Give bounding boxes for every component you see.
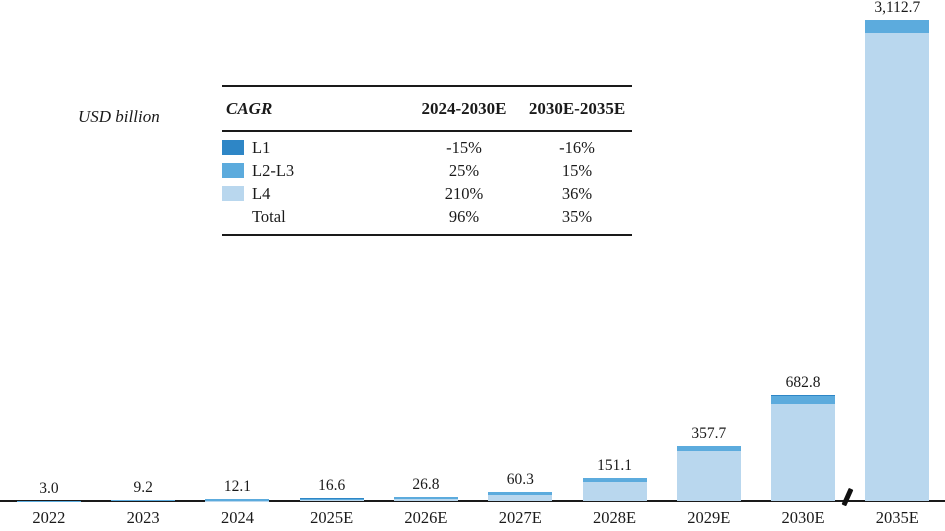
value-label-2028e: 151.1	[597, 456, 632, 474]
value-label-2029e: 357.7	[691, 424, 727, 442]
bar-segment-l2-l3	[111, 499, 176, 501]
cagr-row-total: Total 96% 35%	[222, 205, 632, 228]
legend-color-icon	[222, 140, 244, 155]
cagr-column-2030-2035: 2030E-2035E	[528, 98, 626, 118]
cagr-row-l2-l3: L2-L3 25% 15%	[222, 159, 632, 182]
bar-segment-l4	[393, 499, 458, 501]
x-axis-label-2026e: 2026E	[404, 508, 448, 527]
cagr-row-l1: L1 -15% -16%	[222, 136, 632, 159]
value-label-2024: 12.1	[223, 478, 251, 496]
cagr-value: 96%	[448, 206, 480, 226]
value-label-2022: 3.0	[39, 479, 59, 497]
bar-segment-l2-l3	[205, 499, 270, 501]
cagr-row-label: L4	[252, 183, 271, 203]
legend-swatch-icon	[222, 186, 252, 201]
cagr-row-label: Total	[252, 206, 286, 226]
value-label-2026e: 26.8	[412, 475, 440, 493]
bar-segment-l2-l3	[582, 477, 647, 482]
bar-segment-l2-l3	[676, 445, 741, 451]
x-axis-label-2035e: 2035E	[875, 508, 919, 527]
cagr-value: 35%	[561, 206, 593, 226]
x-axis-label-2023: 2023	[126, 508, 160, 527]
bar-segment-l2-l3	[771, 395, 836, 405]
legend-swatch-icon	[222, 163, 252, 178]
legend-swatch-icon	[222, 140, 252, 155]
bar-segment-l4	[771, 404, 836, 501]
legend-color-icon	[222, 186, 244, 201]
x-axis-label-2024: 2024	[220, 508, 254, 527]
cagr-row-label: L1	[252, 137, 271, 157]
y-axis-unit-label: USD billion	[78, 107, 160, 126]
legend-color-icon	[222, 163, 244, 178]
bar-segment-l2-l3	[488, 491, 553, 495]
cagr-table: CAGR 2024-2030E 2030E-2035E L1 -15% -16% L2…	[222, 85, 632, 236]
cagr-table-rows: L1 -15% -16% L2-L3 25% 15% L4 210% 36% Total 96% 35…	[222, 132, 632, 234]
cagr-row-label: L2-L3	[252, 160, 295, 180]
bar-2027e	[488, 491, 553, 501]
x-axis-line	[0, 500, 945, 502]
bar-segment-l4	[299, 500, 364, 501]
cagr-value: 36%	[561, 183, 593, 203]
axis-break-icon	[841, 487, 853, 507]
bar-segment-l2-l3	[299, 498, 364, 501]
bar-segment-l2-l3	[393, 496, 458, 500]
value-label-2025e: 16.6	[318, 477, 346, 495]
bar-2025e	[299, 498, 364, 501]
bar-segment-l4	[676, 450, 741, 501]
bar-2029e	[676, 445, 741, 501]
bar-segment-l4	[865, 32, 930, 501]
cagr-value: -15%	[446, 137, 482, 157]
cagr-value: 15%	[561, 160, 593, 180]
bar-2035e	[865, 20, 930, 501]
x-axis-label-2030e: 2030E	[781, 508, 825, 527]
bar-2023	[111, 499, 176, 501]
x-axis-label-2029e: 2029E	[687, 508, 731, 527]
x-axis-label-2028e: 2028E	[592, 508, 637, 527]
value-label-2027e: 60.3	[506, 470, 534, 488]
cagr-table-header: CAGR 2024-2030E 2030E-2035E	[222, 87, 632, 132]
cagr-column-2024-2030: 2024-2030E	[421, 98, 507, 118]
bar-segment-l4	[488, 494, 553, 501]
value-label-2023: 9.2	[133, 478, 153, 496]
x-axis-label-2022: 2022	[32, 508, 66, 527]
bar-2026e	[393, 496, 458, 501]
x-axis-label-2025e: 2025E	[310, 508, 354, 527]
cagr-table-title: CAGR	[226, 98, 273, 118]
cagr-row-l4: L4 210% 36%	[222, 182, 632, 205]
cagr-value: 210%	[444, 183, 484, 203]
cagr-value: 25%	[448, 160, 480, 180]
x-axis-label-2027e: 2027E	[498, 508, 542, 527]
bar-2024	[205, 499, 270, 501]
bar-2028e	[582, 477, 647, 501]
bar-segment-l4	[582, 481, 647, 501]
value-label-2035e: 3,112.7	[874, 0, 921, 17]
value-label-2030e: 682.8	[785, 374, 821, 392]
cagr-value: -16%	[559, 137, 595, 157]
bar-2030e	[771, 395, 836, 501]
bar-segment-l2-l3	[865, 20, 930, 33]
